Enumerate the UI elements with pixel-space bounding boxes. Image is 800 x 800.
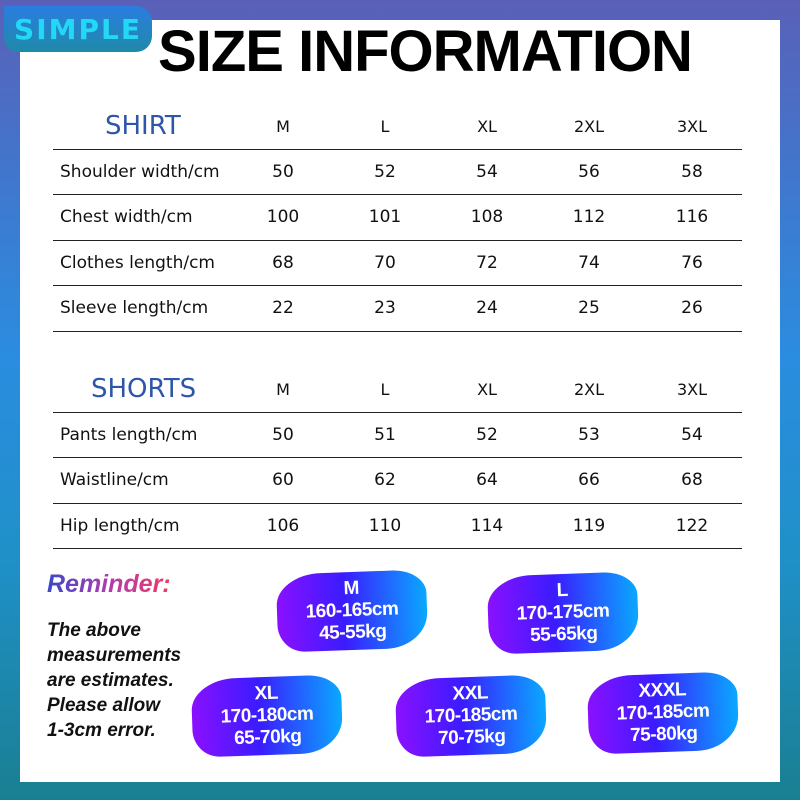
size-badge-xxl: XXL 170-185cm 70-75kg xyxy=(394,674,548,758)
badge-height: 170-180cm xyxy=(220,703,314,728)
table-cell: 50 xyxy=(272,161,294,182)
table-cell: 50 xyxy=(272,424,294,445)
badge-weight: 45-55kg xyxy=(318,620,387,645)
table-cell: 26 xyxy=(681,298,703,319)
table-row: Sleeve length/cm 22 23 24 25 26 xyxy=(53,286,742,332)
row-label: Shoulder width/cm xyxy=(60,161,220,182)
badge-height: 170-185cm xyxy=(616,700,710,725)
reminder-line: Please allow xyxy=(47,695,161,716)
size-header: M xyxy=(276,116,290,136)
size-header: M xyxy=(276,379,290,399)
table-cell: 110 xyxy=(368,515,402,536)
table-cell: 58 xyxy=(681,161,703,182)
size-header: 2XL xyxy=(573,116,605,136)
reminder-line: are estimates. xyxy=(47,670,174,691)
table-cell: 56 xyxy=(578,161,600,182)
badge-size: XL xyxy=(254,682,279,705)
table-cell: 68 xyxy=(681,470,703,491)
page-title: SIZE INFORMATION xyxy=(158,19,693,84)
table-cell: 72 xyxy=(476,252,498,273)
badge-height: 170-185cm xyxy=(424,703,518,728)
table-cell: 76 xyxy=(681,252,703,273)
shirt-size-table: SHIRT M L XL 2XL 3XL Shoulder width/cm 50… xyxy=(53,104,742,332)
table-row: Clothes length/cm 68 70 72 74 76 xyxy=(53,241,742,286)
table-cell: 108 xyxy=(470,207,504,228)
table-row: Waistline/cm 60 62 64 66 68 xyxy=(53,458,742,504)
table-cell: 100 xyxy=(266,207,300,228)
table-cell: 70 xyxy=(374,252,396,273)
table-cell: 52 xyxy=(476,424,498,445)
badge-size: XXXL xyxy=(638,679,687,702)
size-header: XL xyxy=(477,116,497,136)
table-cell: 112 xyxy=(572,207,606,228)
reminder-text: The above measurements are estimates. Pl… xyxy=(47,618,197,743)
table-cell: 22 xyxy=(272,298,294,319)
badge-weight: 55-65kg xyxy=(529,622,598,647)
size-header: 2XL xyxy=(573,379,605,399)
table-cell: 51 xyxy=(374,424,396,445)
badge-weight: 75-80kg xyxy=(629,722,698,747)
table-header-row: SHIRT M L XL 2XL 3XL xyxy=(53,104,742,150)
table-cell: 23 xyxy=(374,298,396,319)
table-cell: 25 xyxy=(578,298,600,319)
reminder-line: measurements xyxy=(47,645,182,666)
table-cell: 24 xyxy=(476,298,498,319)
badge-size: XXL xyxy=(452,682,489,705)
size-header: 3XL xyxy=(676,116,708,136)
table-row: Pants length/cm 50 51 52 53 54 xyxy=(53,413,742,458)
table-cell: 68 xyxy=(272,252,294,273)
reminder-line: 1-3cm error. xyxy=(47,720,156,741)
size-badge-l: L 170-175cm 55-65kg xyxy=(486,571,640,655)
reminder-title: Reminder: xyxy=(47,570,171,598)
table-cell: 60 xyxy=(272,470,294,491)
table-cell: 106 xyxy=(266,515,300,536)
size-header: L xyxy=(380,116,390,136)
size-badge-m: M 160-165cm 45-55kg xyxy=(275,569,429,653)
table-cell: 53 xyxy=(578,424,600,445)
table-cell: 64 xyxy=(476,470,498,491)
size-header: XL xyxy=(477,379,497,399)
brand-logo: SIMPLE xyxy=(4,6,152,52)
size-badge-xxxl: XXXL 170-185cm 75-80kg xyxy=(586,671,740,755)
badge-size: L xyxy=(556,579,569,602)
table-cell: 114 xyxy=(470,515,504,536)
table-row: Shoulder width/cm 50 52 54 56 58 xyxy=(53,150,742,195)
size-header: L xyxy=(380,379,390,399)
table-cell: 122 xyxy=(675,515,709,536)
row-label: Pants length/cm xyxy=(60,424,198,445)
table-cell: 116 xyxy=(675,207,709,228)
badge-height: 160-165cm xyxy=(305,598,399,623)
row-label: Chest width/cm xyxy=(60,207,193,228)
table-row: Chest width/cm 100 101 108 112 116 xyxy=(53,195,742,241)
section-title-shorts: SHORTS xyxy=(91,374,197,405)
table-cell: 74 xyxy=(578,252,600,273)
table-cell: 52 xyxy=(374,161,396,182)
shorts-size-table: SHORTS M L XL 2XL 3XL Pants length/cm 50 5… xyxy=(53,367,742,549)
reminder-line: The above xyxy=(47,620,141,641)
table-cell: 119 xyxy=(572,515,606,536)
table-cell: 66 xyxy=(578,470,600,491)
table-cell: 54 xyxy=(681,424,703,445)
row-label: Clothes length/cm xyxy=(60,252,215,273)
badge-weight: 65-70kg xyxy=(233,725,302,750)
table-cell: 101 xyxy=(368,207,402,228)
row-label: Sleeve length/cm xyxy=(60,298,209,319)
table-header-row: SHORTS M L XL 2XL 3XL xyxy=(53,367,742,413)
badge-size: M xyxy=(343,577,360,600)
table-cell: 62 xyxy=(374,470,396,491)
content-panel xyxy=(20,20,780,782)
row-label: Hip length/cm xyxy=(60,515,180,536)
size-badge-xl: XL 170-180cm 65-70kg xyxy=(190,674,344,758)
badge-height: 170-175cm xyxy=(516,600,610,625)
table-row: Hip length/cm 106 110 114 119 122 xyxy=(53,504,742,549)
badge-weight: 70-75kg xyxy=(437,725,506,750)
size-header: 3XL xyxy=(676,379,708,399)
row-label: Waistline/cm xyxy=(60,470,169,491)
section-title-shirt: SHIRT xyxy=(105,111,181,142)
table-cell: 54 xyxy=(476,161,498,182)
